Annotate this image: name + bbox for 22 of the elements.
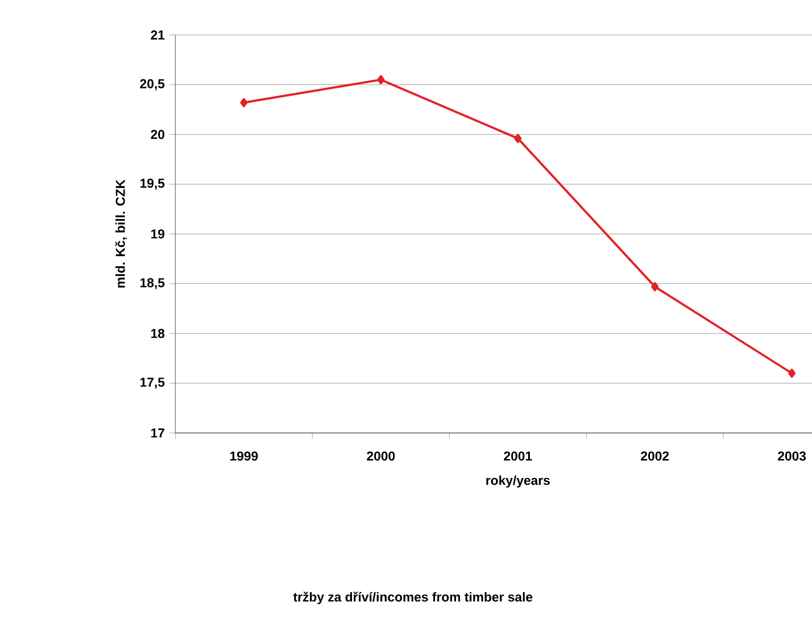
x-tick-label: 2000 (366, 451, 395, 461)
x-tick-label: 2001 (504, 451, 532, 461)
point (377, 75, 385, 84)
y-tick-label: 17 (151, 428, 164, 438)
x-tick-label: 1999 (230, 451, 258, 461)
y-tick-label: 19 (151, 229, 164, 239)
point (514, 134, 522, 144)
x-tick-label: 2002 (640, 451, 669, 461)
point (240, 98, 248, 108)
x-tick-label: 2003 (778, 451, 806, 461)
y-tick-label: 18 (151, 328, 164, 338)
y-axis-title: mld. Kč, bill. CZK (115, 180, 127, 288)
text: tržby za dříví/incomes from timber sale (293, 592, 532, 604)
y-tick-label: 17,5 (140, 378, 164, 389)
x-axis-title: roky/years (486, 475, 550, 488)
y-tick-label: 19,5 (140, 178, 164, 190)
y-tick-label: 21 (150, 30, 164, 40)
point (651, 282, 659, 292)
y-tick-label: 20,5 (140, 79, 164, 90)
y-tick-label: 18,5 (140, 278, 164, 290)
point (788, 368, 796, 378)
y-tick-label: 20 (150, 130, 164, 140)
